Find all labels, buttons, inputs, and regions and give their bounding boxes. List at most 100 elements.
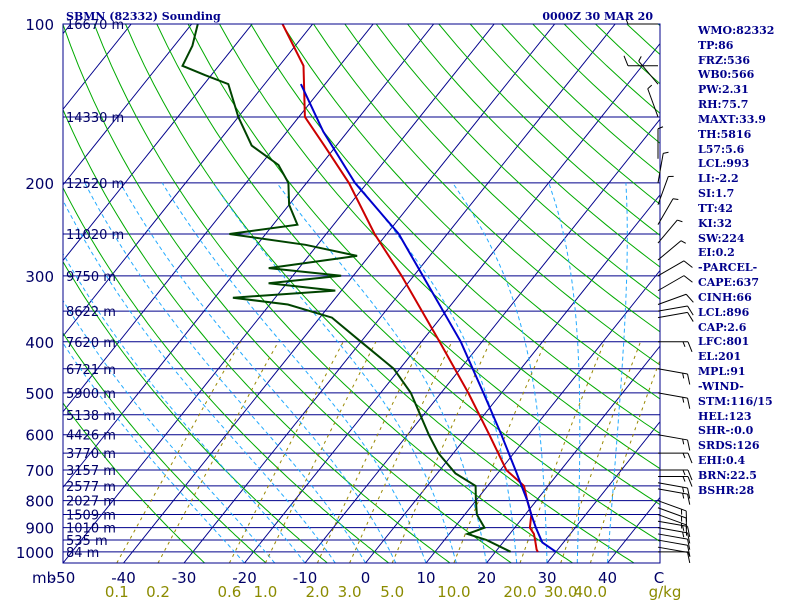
wind-barb <box>657 293 694 305</box>
index-item: EI:0.2 <box>698 246 735 260</box>
dry-adiabat-line <box>63 402 205 563</box>
mixing-ratio-line <box>349 341 453 563</box>
pressure-tick-label: 500 <box>25 385 54 403</box>
index-item: BSHR:28 <box>698 483 755 497</box>
wind-barb <box>657 219 683 244</box>
index-item: LCL:896 <box>698 305 750 319</box>
isotherm-line <box>546 420 660 563</box>
index-item: MAXT:33.9 <box>698 112 766 126</box>
index-item: TT:42 <box>698 201 733 215</box>
dry-adiabat-line <box>63 108 451 563</box>
temperature-tick-label: -10 <box>293 569 318 587</box>
mixing-ratio-tick-label: 0.6 <box>217 583 241 600</box>
height-label: 7620 m <box>66 336 116 351</box>
wind-barb <box>657 305 694 316</box>
isotherm-line <box>365 194 660 563</box>
isotherm-line <box>63 24 193 186</box>
dry-adiabat-line <box>156 24 660 542</box>
index-item: SRDS:126 <box>698 439 760 453</box>
index-item: EHI:0.4 <box>698 454 746 468</box>
temperature-tick-label: -50 <box>51 569 76 587</box>
mixing-ratio-tick-label: 3.0 <box>338 583 362 600</box>
moist-adiabat-line <box>63 342 245 563</box>
dry-adiabat-line <box>250 24 660 434</box>
moist-adiabat-line <box>452 182 548 563</box>
height-label: 2577 m <box>66 480 116 495</box>
moist-adiabat-line <box>84 182 366 563</box>
index-item: SHR-:0.0 <box>698 424 754 438</box>
wind-barb <box>657 126 664 159</box>
wind-barb <box>623 55 658 67</box>
wind-barb <box>657 546 691 564</box>
wind-barb <box>657 488 691 505</box>
wind-barb <box>657 260 693 277</box>
mixing-ratio-line <box>391 341 491 563</box>
index-item: CAP:2.6 <box>698 320 747 334</box>
mixing-ratio-line <box>453 341 546 563</box>
pressure-tick-label: 1000 <box>16 544 54 562</box>
height-label: 3770 m <box>66 447 116 462</box>
index-item: TH:5816 <box>698 127 752 141</box>
isotherm-line <box>63 24 374 413</box>
isotherm-line <box>183 24 616 563</box>
isotherm-line <box>63 24 314 337</box>
wind-barb <box>657 500 688 522</box>
wind-barbs <box>623 18 694 564</box>
mixing-ratio-tick-label: 5.0 <box>380 583 404 600</box>
index-item: -WIND- <box>698 379 744 393</box>
dewpoint-line <box>181 24 512 553</box>
height-label: 535 m <box>66 534 108 549</box>
dry-adiabat-line <box>93 24 573 563</box>
wind-barb <box>657 368 691 385</box>
mixing-ratio-tick-label: 40.0 <box>574 583 607 600</box>
moist-adiabat-line <box>63 199 336 563</box>
height-label: 2027 m <box>66 495 116 510</box>
isotherm-line <box>244 42 660 563</box>
pressure-tick-label: 200 <box>25 175 54 193</box>
moist-adiabat-line <box>63 252 306 563</box>
mixing-ratio-tick-label: 1.0 <box>253 583 277 600</box>
temperature-tick-label: 0 <box>361 569 371 587</box>
index-item: HEL:123 <box>698 409 752 423</box>
mixing-ratio-tick-label: 2.0 <box>305 583 329 600</box>
wind-barb <box>657 482 691 499</box>
mixing-ratio-line <box>560 341 641 563</box>
mixing-ratio-line <box>316 341 424 563</box>
wind-barb <box>657 151 669 183</box>
temperature-line <box>281 24 539 553</box>
mixing-ratio-line <box>116 341 242 563</box>
mixing-ratio-tick-label: 20.0 <box>503 583 536 600</box>
temperature-tick-label: -30 <box>172 569 197 587</box>
pressure-tick-label: 400 <box>25 334 54 352</box>
mixing-ratio-line <box>264 341 377 563</box>
index-item: SI:1.7 <box>698 187 735 201</box>
index-item: LFC:801 <box>698 335 750 349</box>
wind-barb <box>657 198 679 225</box>
index-item: MPL:91 <box>698 365 746 379</box>
mixing-ratio-line <box>157 341 279 563</box>
index-item: LCL:993 <box>698 157 750 171</box>
sounding-traces <box>181 24 557 553</box>
wind-barb <box>657 527 691 544</box>
dry-adiabat-line <box>375 24 660 300</box>
wind-barb <box>658 452 693 464</box>
wind-barb <box>657 392 691 409</box>
wind-barb <box>625 18 658 25</box>
index-item: STM:116/15 <box>698 394 773 408</box>
isotherm-line <box>63 24 253 262</box>
valid-time: 0000Z 30 MAR 20 <box>542 10 653 23</box>
dry-adiabat-line <box>313 24 660 366</box>
index-item: RH:75.7 <box>698 98 749 112</box>
wind-barb <box>657 520 691 538</box>
moist-adiabat-line <box>161 182 427 563</box>
height-label: 12520 m <box>66 177 124 192</box>
isotherm-line <box>123 24 556 563</box>
height-label: 14330 m <box>66 111 124 126</box>
dry-adiabat-line <box>63 24 512 563</box>
height-label: 1509 m <box>66 509 116 524</box>
wind-barb <box>638 56 659 85</box>
wind-barb <box>657 175 674 205</box>
height-label: 3157 m <box>66 464 116 479</box>
index-item: BRN:22.5 <box>698 468 757 482</box>
